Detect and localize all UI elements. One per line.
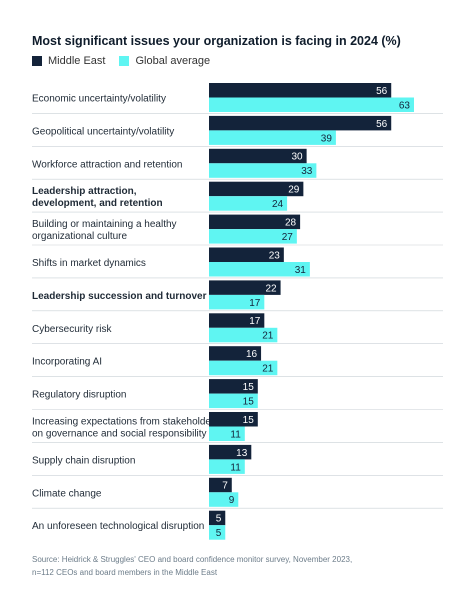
bar-global-average-2 <box>209 130 336 145</box>
value-label-global-average-4: 24 <box>272 199 284 210</box>
legend-swatch-global-average <box>119 56 130 66</box>
bar-global-average-4 <box>209 196 288 211</box>
bar-chart: Economic uncertainty/volatility 56 63 Geopo… <box>32 83 443 540</box>
category-label-11: Increasing expectations from stakeholder… <box>32 416 219 439</box>
value-label-global-average-2: 39 <box>321 133 333 144</box>
category-label-6: Shifts in market dynamics <box>32 258 146 269</box>
value-label-global-average-3: 33 <box>301 166 313 177</box>
value-label-global-average-6: 31 <box>295 265 307 276</box>
chart-title: Most significant issues your organizatio… <box>32 34 401 48</box>
bar-middle-east-11 <box>209 412 258 427</box>
value-label-middle-east-9: 16 <box>246 349 258 360</box>
category-label-4: Leadership attraction, development, and r… <box>32 186 163 209</box>
bar-middle-east-10 <box>209 379 258 394</box>
value-label-middle-east-6: 23 <box>269 250 281 261</box>
bar-middle-east-6 <box>209 247 284 262</box>
legend: Middle East Global average <box>32 55 224 67</box>
value-label-middle-east-10: 15 <box>243 382 255 393</box>
source-note: Source: Heidrick & Struggles' CEO and bo… <box>32 555 353 577</box>
bar-middle-east-12 <box>209 444 252 460</box>
legend-swatch-middle-east <box>32 56 42 66</box>
category-label-12: Supply chain disruption <box>32 455 135 466</box>
category-label-3: Workforce attraction and retention <box>32 159 182 170</box>
category-label-5: Building or maintaining a healthy organiz… <box>32 219 177 242</box>
legend-label-global-average: Global average <box>135 55 211 67</box>
value-label-global-average-14: 5 <box>216 528 222 539</box>
bar-global-average-5 <box>209 229 297 244</box>
bar-middle-east-1 <box>209 83 392 98</box>
legend-item-global-average: Global average <box>119 55 210 67</box>
bar-middle-east-7 <box>209 280 281 295</box>
value-label-global-average-5: 27 <box>282 232 294 243</box>
bar-global-average-9 <box>209 360 278 376</box>
category-label-1: Economic uncertainty/volatility <box>32 93 166 104</box>
category-label-2: Geopolitical uncertainty/volatility <box>32 126 174 137</box>
bar-global-average-6 <box>209 262 310 277</box>
category-label-10: Regulatory disruption <box>32 390 127 401</box>
bar-middle-east-9 <box>209 346 262 361</box>
value-label-middle-east-12: 13 <box>236 448 248 459</box>
bar-global-average-8 <box>209 327 278 343</box>
category-label-8: Cybersecurity risk <box>32 324 112 335</box>
bar-middle-east-13 <box>209 477 232 493</box>
legend-label-middle-east: Middle East <box>48 55 106 67</box>
bar-global-average-10 <box>209 393 258 409</box>
value-label-global-average-7: 17 <box>249 298 261 309</box>
bar-middle-east-3 <box>209 148 307 164</box>
bar-global-average-13 <box>209 492 239 507</box>
bar-middle-east-14 <box>209 510 226 526</box>
value-label-middle-east-13: 7 <box>222 481 228 492</box>
value-label-middle-east-1: 56 <box>376 86 388 97</box>
value-label-global-average-10: 15 <box>243 396 255 407</box>
value-label-global-average-11: 11 <box>230 429 241 440</box>
value-label-global-average-9: 21 <box>262 364 274 375</box>
value-label-middle-east-4: 29 <box>288 185 300 196</box>
bar-middle-east-2 <box>209 115 392 131</box>
value-label-global-average-8: 21 <box>262 331 274 342</box>
category-label-9: Incorporating AI <box>32 357 102 368</box>
bar-middle-east-4 <box>209 181 304 197</box>
bar-global-average-12 <box>209 459 245 474</box>
bar-global-average-11 <box>209 426 245 441</box>
value-label-middle-east-11: 15 <box>243 415 255 426</box>
category-label-13: Climate change <box>32 488 102 499</box>
value-label-global-average-1: 63 <box>399 100 411 111</box>
bar-middle-east-8 <box>209 313 265 328</box>
bar-global-average-14 <box>209 525 226 540</box>
value-label-middle-east-14: 5 <box>216 514 222 525</box>
value-label-middle-east-2: 56 <box>376 119 388 130</box>
bar-middle-east-5 <box>209 214 301 230</box>
category-label-7: Leadership succession and turnover <box>32 291 207 302</box>
value-label-middle-east-3: 30 <box>291 152 303 163</box>
bar-global-average-1 <box>209 97 414 112</box>
category-label-14: An unforeseen technological disruption <box>32 521 204 532</box>
value-label-global-average-12: 11 <box>230 462 241 473</box>
bar-global-average-3 <box>209 163 317 178</box>
bar-global-average-7 <box>209 294 265 310</box>
value-label-middle-east-8: 17 <box>249 316 261 327</box>
value-label-middle-east-5: 28 <box>285 217 297 228</box>
value-label-middle-east-7: 22 <box>265 283 277 294</box>
value-label-global-average-13: 9 <box>229 495 235 506</box>
legend-item-middle-east: Middle East <box>32 55 105 67</box>
